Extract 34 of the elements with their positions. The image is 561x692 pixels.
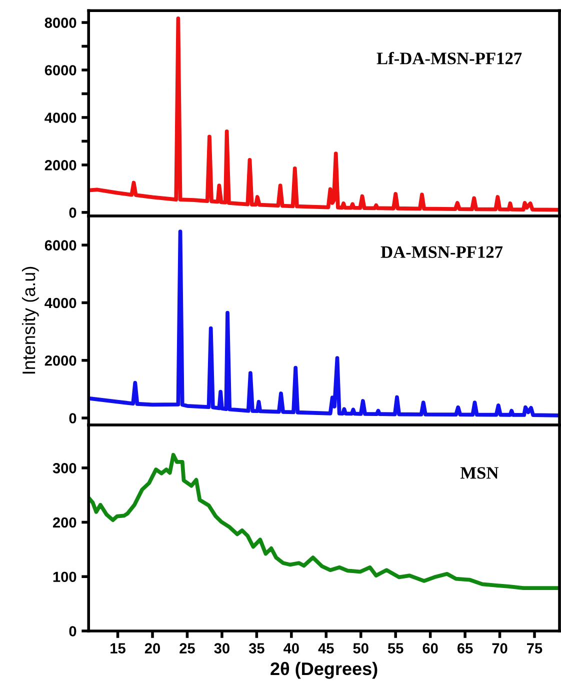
x-tick-label: 50 xyxy=(353,643,368,654)
x-tick-label: 65 xyxy=(457,643,473,654)
y-tick-label: 2000 xyxy=(44,160,76,170)
x-tick-label: 20 xyxy=(144,643,160,654)
y-tick-label: 2000 xyxy=(44,355,76,366)
y-tick-label: 0 xyxy=(69,413,76,424)
x-tick-label: 55 xyxy=(388,643,404,654)
line-series xyxy=(88,230,560,418)
x-tick-label: 60 xyxy=(422,643,438,654)
x-tick-label: 45 xyxy=(318,643,334,654)
line-series xyxy=(88,16,560,212)
annotation: Lf-DA-MSN-PF127 xyxy=(376,52,522,64)
y-tick-label: 6000 xyxy=(44,65,76,76)
y-tick-label: 6000 xyxy=(44,240,76,251)
x-tick-label: 35 xyxy=(248,643,264,654)
annotation: MSN xyxy=(460,467,499,479)
x-axis-title: 2θ (Degrees) xyxy=(270,662,378,679)
y-tick-label: 100 xyxy=(53,572,76,582)
y-tick-label: 0 xyxy=(69,626,76,636)
x-tick-label: 75 xyxy=(527,643,542,654)
x-tick-label: 70 xyxy=(492,643,508,654)
x-tick-label: 30 xyxy=(214,643,230,654)
line-series xyxy=(88,452,560,590)
y-tick-label: 8000 xyxy=(44,18,76,28)
y-tick-label: 4000 xyxy=(44,112,76,123)
x-tick-label: 40 xyxy=(284,643,299,654)
y-tick-label: 300 xyxy=(52,463,76,474)
y-axis-title: Intensity (a.u) xyxy=(22,266,39,374)
y-tick-label: 0 xyxy=(69,208,76,218)
y-tick-label: 200 xyxy=(52,517,76,528)
annotation: DA-MSN-PF127 xyxy=(380,246,503,258)
x-tick-label: 15 xyxy=(110,643,126,654)
y-tick-label: 4000 xyxy=(44,298,76,308)
x-tick-label: 25 xyxy=(180,643,195,654)
